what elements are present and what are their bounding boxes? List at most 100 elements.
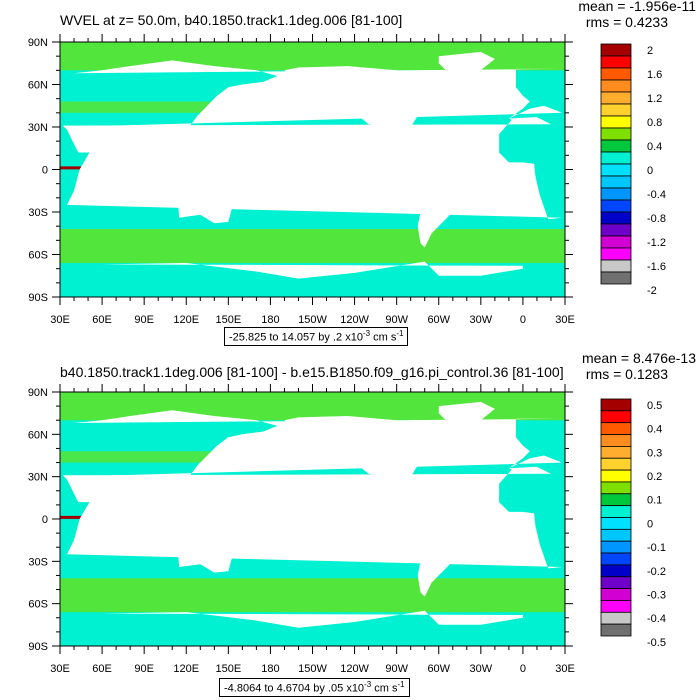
colorbar-box (600, 528, 632, 542)
lon-label: 180 (261, 314, 279, 326)
lat-label: 60S (28, 599, 48, 611)
colorbar-box (600, 469, 632, 483)
colorbar-box (600, 576, 632, 590)
lat-label: 30S (28, 207, 48, 219)
colorbar-box (600, 103, 632, 117)
lon-label: 120E (173, 663, 199, 675)
colorbar-box (600, 43, 632, 57)
contour-range-note: -25.825 to 14.057 by .2 x10-3 cm s-1 (224, 327, 409, 346)
map-plot (60, 392, 565, 646)
colorbar-box (600, 211, 632, 225)
colorbar-label: 0.5 (647, 400, 662, 412)
lon-label: 90E (134, 314, 154, 326)
lon-label: 30E (555, 663, 575, 675)
lon-label: 0 (520, 663, 526, 675)
range-text: -4.8064 to 4.6704 by .05 x10 (224, 682, 365, 695)
colorbar-label: -0.4 (647, 613, 666, 625)
map-plot (60, 42, 565, 297)
lon-label: 90E (134, 663, 154, 675)
colorbar-box (600, 187, 632, 201)
colorbar-box (600, 493, 632, 507)
colorbar-label: 0 (647, 518, 653, 530)
colorbar-box (600, 623, 632, 637)
colorbar-label: 1.6 (647, 69, 662, 81)
colorbar-label: 0.3 (647, 447, 662, 459)
lat-label: 30N (28, 472, 48, 484)
colorbar-label: -1.2 (647, 237, 666, 249)
lon-label: 60W (427, 314, 450, 326)
lon-label: 120E (173, 314, 199, 326)
lon-label: 30W (470, 663, 493, 675)
colorbar-box (600, 588, 632, 601)
land-mass (62, 466, 563, 569)
colorbar-box (600, 199, 632, 213)
colorbar-box (600, 540, 632, 554)
colorbar-label: 0.2 (647, 471, 662, 483)
colorbar-label: -0.5 (647, 637, 666, 649)
colorbar-box (600, 175, 632, 189)
top-panel: WVEL at z= 50.0m, b40.1850.track1.1deg.0… (28, 0, 696, 346)
land-mass (151, 511, 229, 531)
lon-label: 150W (298, 663, 327, 675)
lat-label: 30N (28, 122, 48, 134)
range-exp: -3 (364, 680, 372, 689)
lat-label: 30S (28, 556, 48, 568)
colorbar-box (600, 271, 632, 285)
colorbar-label: -0.4 (647, 189, 666, 201)
land-mass (102, 261, 523, 297)
colorbar-box (600, 564, 632, 578)
colorbar-box (600, 457, 632, 471)
lon-label: 150E (215, 663, 241, 675)
contour-range-note: -4.8064 to 4.6704 by .05 x10-3 cm s-1 (219, 678, 410, 697)
lon-label: 30W (470, 314, 493, 326)
colorbar-box (600, 505, 632, 518)
land-mass (102, 610, 523, 646)
colorbar-box (600, 139, 632, 153)
range-units: cm s (371, 682, 398, 695)
colorbar-label: -1.6 (647, 261, 666, 273)
land-mass (177, 183, 233, 224)
lon-label: 150W (298, 314, 327, 326)
lat-label: 90N (28, 387, 48, 399)
southern-ocean-band (60, 229, 565, 263)
colorbar-label: -0.1 (647, 542, 666, 554)
colorbar-label: 0.4 (647, 141, 662, 153)
rms-stat: rms = 0.1283 (585, 366, 668, 382)
colorbar-label: 0.1 (647, 495, 662, 507)
land-mass (151, 162, 229, 181)
lat-label: 0 (42, 165, 48, 177)
colorbar-box (600, 163, 632, 177)
lon-label: 30E (50, 314, 70, 326)
mean-stat: mean = -1.956e-11 (578, 0, 696, 14)
land-mass (177, 533, 233, 573)
lon-label: 30E (555, 314, 575, 326)
colorbar-box (600, 67, 632, 81)
land-mass (67, 410, 563, 512)
colorbar-box (600, 422, 632, 435)
range-exp: -3 (362, 329, 371, 338)
colorbar-box (600, 151, 632, 165)
colorbar-label: -0.2 (647, 566, 666, 578)
lon-label: 60E (92, 314, 112, 326)
colorbar-box (600, 55, 632, 69)
lon-label: 150E (215, 314, 241, 326)
colorbar-box (600, 398, 632, 412)
colorbar-box (600, 552, 632, 566)
lon-label: 120W (340, 314, 369, 326)
range-text: -25.825 to 14.057 by .2 x10 (229, 331, 363, 344)
lon-label: 60E (92, 663, 112, 675)
lat-label: 60S (28, 250, 48, 262)
rms-stat: rms = 0.4233 (585, 14, 668, 30)
colorbar-box (600, 223, 632, 237)
colorbar-label: -2 (647, 285, 657, 297)
lon-label: 90W (385, 314, 408, 326)
range-units-exp: -1 (397, 680, 405, 689)
colorbar-label: 0.8 (647, 117, 662, 129)
colorbar: 2 1.6 1.2 0.8 0.4 0 -0.4 -0.8 -1.2 -1.6 -2 (600, 43, 666, 297)
lat-label: 90S (28, 641, 48, 653)
colorbar-box (600, 247, 632, 261)
range-units: cm s (370, 331, 397, 344)
